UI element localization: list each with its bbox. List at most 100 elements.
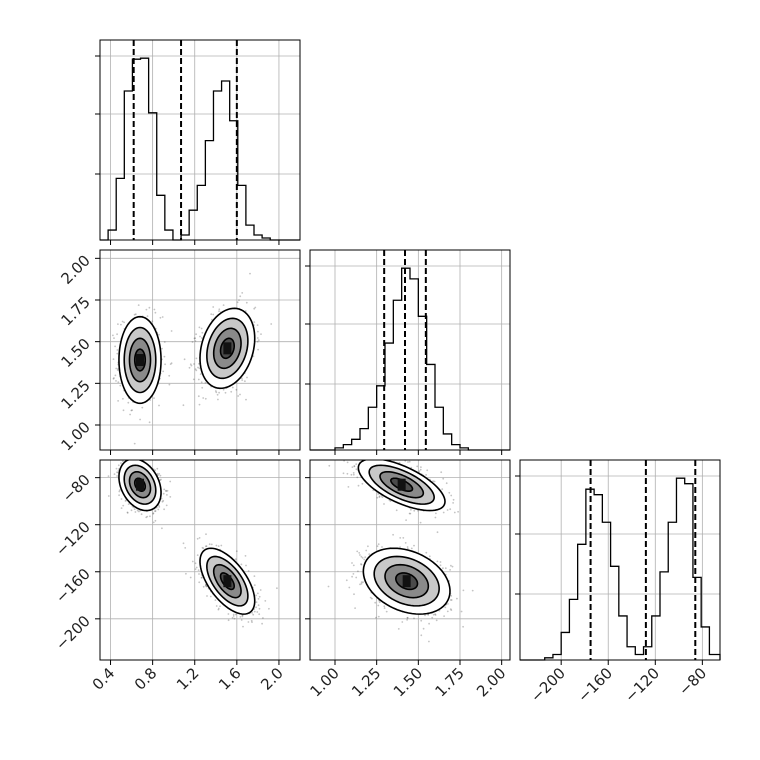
x-tick-label: 2.00: [473, 664, 509, 700]
sample-point: [191, 341, 194, 343]
sample-point: [168, 374, 171, 377]
sample-point: [355, 576, 358, 579]
sample-point: [189, 363, 192, 366]
sample-point: [382, 456, 384, 458]
sample-point: [205, 545, 208, 547]
sample-point: [257, 330, 259, 333]
sample-point: [130, 409, 133, 412]
sample-point: [355, 463, 358, 465]
density-peak: [223, 342, 232, 355]
sample-point: [342, 472, 345, 475]
sample-point: [443, 615, 445, 617]
sample-point: [97, 349, 99, 351]
sample-point: [361, 453, 363, 455]
sample-point: [257, 592, 259, 595]
sample-point: [368, 553, 371, 555]
sample-point: [158, 404, 160, 407]
sample-point: [115, 367, 118, 370]
density-peak: [402, 575, 411, 588]
sample-point: [127, 401, 130, 404]
sample-point: [202, 547, 205, 550]
sample-point: [256, 324, 259, 326]
sample-point: [201, 331, 204, 334]
sample-point: [256, 340, 259, 343]
sample-point: [442, 477, 445, 480]
sample-point: [247, 570, 250, 572]
sample-point: [352, 473, 355, 476]
hist-step: [100, 57, 300, 241]
sample-point: [432, 613, 435, 616]
sample-point: [117, 368, 119, 370]
sample-point: [345, 579, 348, 582]
sample-point: [420, 634, 423, 637]
sample-point: [255, 606, 257, 609]
sample-point: [198, 326, 201, 329]
y-tick-label: −160: [52, 565, 94, 607]
sample-point: [120, 323, 122, 326]
sample-point: [452, 502, 454, 504]
sample-point: [245, 564, 247, 567]
sample-point: [156, 467, 159, 470]
sample-point: [245, 398, 247, 401]
sample-point: [372, 453, 374, 455]
sample-point: [194, 568, 197, 570]
sample-point: [200, 381, 203, 384]
sample-point: [190, 364, 193, 367]
sample-point: [406, 619, 408, 621]
sample-point: [361, 557, 364, 559]
sample-point: [140, 513, 143, 516]
sample-point: [428, 555, 431, 558]
sample-point: [233, 617, 236, 620]
sample-point: [122, 409, 125, 412]
sample-point: [364, 556, 367, 559]
sample-point: [194, 340, 197, 342]
sample-point: [261, 622, 263, 625]
sample-point: [209, 595, 212, 598]
sample-point: [234, 558, 237, 560]
sample-point: [133, 442, 136, 445]
sample-point: [195, 566, 198, 569]
sample-point: [145, 516, 148, 519]
density-peak: [136, 354, 144, 366]
sample-point: [381, 496, 384, 499]
sample-point: [364, 451, 366, 453]
sample-point: [328, 464, 331, 467]
sample-point: [367, 457, 369, 459]
sample-point: [360, 563, 362, 565]
sample-point: [127, 503, 130, 505]
sample-point: [162, 492, 165, 495]
sample-point: [113, 377, 115, 379]
sample-point: [363, 558, 366, 561]
sample-point: [161, 527, 163, 530]
density-peak: [223, 575, 232, 588]
sample-point: [122, 504, 125, 507]
y-tick-label: 1.00: [57, 418, 93, 454]
sample-point: [356, 550, 359, 553]
sample-point: [353, 593, 355, 596]
sample-point: [446, 509, 449, 511]
hist-panel-2: −200 −160 −120 −80: [515, 459, 721, 706]
sample-point: [425, 551, 428, 554]
sample-point: [124, 500, 127, 502]
sample-point: [201, 546, 204, 549]
sample-point: [235, 550, 238, 553]
sample-point: [198, 367, 201, 370]
sample-point: [449, 599, 452, 601]
sample-point: [217, 545, 220, 547]
sample-point: [161, 500, 164, 503]
sample-point: [377, 493, 380, 495]
sample-point: [249, 272, 251, 275]
sample-point: [159, 479, 162, 482]
sample-point: [377, 615, 380, 618]
sample-point: [359, 583, 361, 586]
sample-point: [159, 474, 162, 477]
sample-point: [107, 475, 110, 477]
sample-point: [242, 625, 244, 628]
sample-point: [182, 404, 185, 407]
sample-point: [115, 467, 118, 470]
sample-point: [116, 369, 119, 371]
sample-point: [355, 468, 358, 471]
sample-point: [116, 349, 119, 351]
sample-point: [166, 489, 169, 492]
sample-point: [407, 461, 409, 463]
